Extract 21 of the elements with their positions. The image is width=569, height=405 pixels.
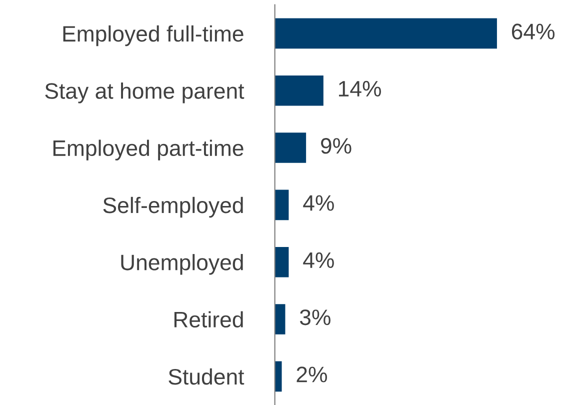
- y-tick-label: Retired: [174, 311, 243, 328]
- y-tick-label: Employed full-time: [63, 25, 244, 46]
- bar: [274, 75, 324, 106]
- bar: [274, 304, 286, 334]
- data-label: 4%: [303, 252, 334, 268]
- y-tick-label: Stay at home parent: [45, 82, 244, 104]
- bar: [274, 190, 289, 220]
- bar: [274, 246, 289, 278]
- data-label: 9%: [320, 138, 352, 154]
- bar: [274, 18, 497, 49]
- data-label: 2%: [296, 366, 327, 382]
- y-tick-label: Student: [168, 368, 244, 385]
- bar: [274, 132, 306, 163]
- data-label: 3%: [300, 309, 330, 326]
- data-label: 4%: [303, 195, 334, 211]
- bar: [274, 361, 282, 392]
- y-tick-label: Self-employed: [103, 196, 243, 218]
- data-label: 14%: [339, 80, 381, 96]
- data-label: 64%: [512, 24, 555, 40]
- y-tick-label: Unemployed: [121, 254, 243, 275]
- y-tick-label: Employed part-time: [53, 140, 244, 160]
